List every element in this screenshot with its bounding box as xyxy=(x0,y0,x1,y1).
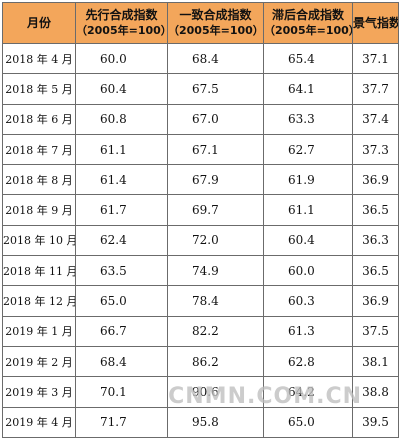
lagging-index-cell: 61.9 xyxy=(263,164,353,196)
table-row: 2018 年 4 月 60.0 68.4 65.4 37.1 xyxy=(2,42,399,75)
lagging-index-cell: 62.8 xyxy=(263,345,353,378)
table-row: 2018 年 12 月 65.0 78.4 60.3 36.9 xyxy=(2,285,399,317)
table-row: 2018 年 5 月 60.4 67.5 64.1 37.7 xyxy=(2,73,399,105)
coincident-index-cell: 67.9 xyxy=(167,164,264,196)
table-row: 2018 年 6 月 60.8 67.0 63.3 37.4 xyxy=(2,103,399,135)
lagging-index-cell: 65.4 xyxy=(263,42,353,75)
lagging-index-cell: 60.0 xyxy=(263,255,353,287)
header-label: 月份 xyxy=(26,15,51,30)
table-header: 月份 先行合成指数 （2005年=100） 一致合成指数 （2005年=100） 滞后合成… xyxy=(2,2,399,44)
header-label: 一致合成指数 xyxy=(179,8,252,22)
header-base-year: （2005年=100） xyxy=(264,24,353,37)
leading-index-cell: 60.8 xyxy=(75,103,168,135)
lagging-index-cell: 64.1 xyxy=(263,73,353,105)
table-row: 2018 年 9 月 61.7 69.7 61.1 36.5 xyxy=(2,194,399,226)
table-row: 2018 年 11 月 63.5 74.9 60.0 36.5 xyxy=(2,255,399,287)
month-cell: 2019 年 2 月 xyxy=(2,345,76,378)
month-cell: 2018 年 4 月 xyxy=(2,42,76,75)
month-cell: 2018 年 9 月 xyxy=(2,194,76,226)
climate-index-cell: 36.9 xyxy=(352,285,399,317)
table-row: 2019 年 1 月 66.7 82.2 61.3 37.5 xyxy=(2,315,399,347)
table-row: 2019 年 4 月 71.7 95.8 65.0 39.5 xyxy=(2,406,399,438)
leading-index-cell: 66.7 xyxy=(75,315,168,347)
climate-index-cell: 36.5 xyxy=(352,194,399,226)
climate-index-cell: 39.5 xyxy=(352,406,399,438)
coincident-index-cell: 90.6 xyxy=(167,376,264,408)
header-base-year: （2005年=100） xyxy=(168,24,264,37)
leading-index-cell: 62.4 xyxy=(75,224,168,257)
table-body: 2018 年 4 月 60.0 68.4 65.4 37.1 2018 年 5 月 60.4… xyxy=(2,42,399,438)
lagging-index-cell: 62.7 xyxy=(263,133,353,166)
lagging-index-cell: 64.2 xyxy=(263,376,353,408)
month-cell: 2018 年 5 月 xyxy=(2,73,76,105)
table-row: 2019 年 2 月 68.4 86.2 62.8 38.1 xyxy=(2,345,399,378)
leading-index-cell: 60.0 xyxy=(75,42,168,75)
table-row: 2019 年 3 月 70.1 90.6 64.2 38.8 xyxy=(2,376,399,408)
leading-index-cell: 63.5 xyxy=(75,255,168,287)
month-cell: 2018 年 10 月 xyxy=(2,224,76,257)
lagging-index-cell: 65.0 xyxy=(263,406,353,438)
climate-index-cell: 37.3 xyxy=(352,133,399,166)
climate-index-cell: 37.4 xyxy=(352,103,399,135)
leading-index-cell: 65.0 xyxy=(75,285,168,317)
month-cell: 2018 年 11 月 xyxy=(2,255,76,287)
coincident-index-cell: 68.4 xyxy=(167,42,264,75)
climate-index-header: 景气指数 xyxy=(352,2,399,44)
lagging-index-cell: 61.3 xyxy=(263,315,353,347)
coincident-index-header: 一致合成指数 （2005年=100） xyxy=(167,2,264,44)
climate-index-cell: 38.8 xyxy=(352,376,399,408)
lagging-index-header: 滞后合成指数 （2005年=100） xyxy=(263,2,353,44)
leading-index-cell: 60.4 xyxy=(75,73,168,105)
header-label: 先行合成指数 xyxy=(85,8,158,22)
header-label: 滞后合成指数 xyxy=(271,8,344,22)
climate-index-cell: 38.1 xyxy=(352,345,399,378)
month-cell: 2018 年 8 月 xyxy=(2,164,76,196)
leading-index-cell: 71.7 xyxy=(75,406,168,438)
table-row: 2018 年 8 月 61.4 67.9 61.9 36.9 xyxy=(2,164,399,196)
leading-index-cell: 61.1 xyxy=(75,133,168,166)
climate-index-cell: 37.1 xyxy=(352,42,399,75)
header-base-year: （2005年=100） xyxy=(76,24,168,37)
leading-index-header: 先行合成指数 （2005年=100） xyxy=(75,2,168,44)
leading-index-cell: 61.4 xyxy=(75,164,168,196)
lagging-index-cell: 60.4 xyxy=(263,224,353,257)
coincident-index-cell: 72.0 xyxy=(167,224,264,257)
month-cell: 2019 年 1 月 xyxy=(2,315,76,347)
lagging-index-cell: 60.3 xyxy=(263,285,353,317)
leading-index-cell: 70.1 xyxy=(75,376,168,408)
leading-index-cell: 61.7 xyxy=(75,194,168,226)
table-row: 2018 年 7 月 61.1 67.1 62.7 37.3 xyxy=(2,133,399,166)
table-row: 2018 年 10 月 62.4 72.0 60.4 36.3 xyxy=(2,224,399,257)
climate-index-cell: 36.5 xyxy=(352,255,399,287)
climate-index-cell: 36.9 xyxy=(352,164,399,196)
month-cell: 2018 年 7 月 xyxy=(2,133,76,166)
coincident-index-cell: 67.1 xyxy=(167,133,264,166)
header-label: 景气指数 xyxy=(353,15,399,30)
climate-index-cell: 37.5 xyxy=(352,315,399,347)
coincident-index-cell: 82.2 xyxy=(167,315,264,347)
lagging-index-cell: 63.3 xyxy=(263,103,353,135)
month-cell: 2019 年 3 月 xyxy=(2,376,76,408)
coincident-index-cell: 67.0 xyxy=(167,103,264,135)
coincident-index-cell: 69.7 xyxy=(167,194,264,226)
coincident-index-cell: 67.5 xyxy=(167,73,264,105)
month-cell: 2019 年 4 月 xyxy=(2,406,76,438)
coincident-index-cell: 95.8 xyxy=(167,406,264,438)
month-cell: 2018 年 12 月 xyxy=(2,285,76,317)
month-header: 月份 xyxy=(2,2,76,44)
lagging-index-cell: 61.1 xyxy=(263,194,353,226)
coincident-index-cell: 74.9 xyxy=(167,255,264,287)
leading-index-cell: 68.4 xyxy=(75,345,168,378)
climate-index-cell: 36.3 xyxy=(352,224,399,257)
header-row: 月份 先行合成指数 （2005年=100） 一致合成指数 （2005年=100） 滞后合成… xyxy=(2,2,399,44)
climate-index-cell: 37.7 xyxy=(352,73,399,105)
coincident-index-cell: 86.2 xyxy=(167,345,264,378)
month-cell: 2018 年 6 月 xyxy=(2,103,76,135)
coincident-index-cell: 78.4 xyxy=(167,285,264,317)
